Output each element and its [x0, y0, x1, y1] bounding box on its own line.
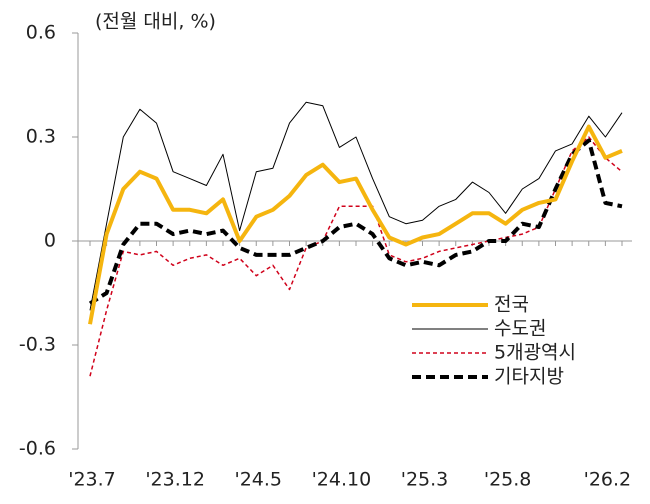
x-tick-label: '25.3	[401, 469, 449, 491]
y-tick-label: -0.3	[19, 334, 56, 356]
x-tick-label: '23.7	[68, 469, 116, 491]
series-line	[88, 124, 623, 325]
x-tick-label: '24.5	[234, 469, 282, 491]
legend-label: 전국	[494, 294, 529, 316]
y-axis-label: (전월 대비, %)	[95, 11, 216, 33]
series-line	[88, 138, 623, 306]
series-line	[89, 136, 623, 377]
y-tick-label: 0	[44, 230, 56, 252]
y-tick-label: -0.6	[19, 438, 56, 460]
x-tick-label: '25.8	[484, 469, 532, 491]
x-tick-label: '23.12	[145, 469, 205, 491]
x-tick-label: '24.10	[312, 469, 372, 491]
series-line	[89, 101, 623, 311]
x-tick-label: '26.2	[584, 469, 632, 491]
legend-label: 5개광역시	[494, 342, 576, 364]
y-tick-label: 0.3	[26, 126, 56, 148]
y-tick-label: 0.6	[26, 22, 56, 44]
legend-label: 수도권	[494, 318, 546, 340]
legend-label: 기타지방	[494, 366, 564, 388]
